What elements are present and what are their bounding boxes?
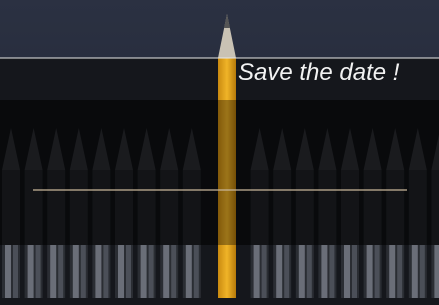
pencil-stripe — [375, 245, 380, 298]
pencil-stripe — [352, 245, 357, 298]
pencil-stripe — [344, 245, 350, 298]
pencil-stripe — [321, 245, 327, 298]
pencil-stripe — [126, 245, 131, 298]
pencil-stripe — [397, 245, 402, 298]
pencil-stripe — [284, 245, 289, 298]
pencil-stripe — [389, 245, 395, 298]
pencil-stripe — [186, 245, 192, 298]
pencil-stripe — [95, 245, 101, 298]
pencil-stripe — [50, 245, 56, 298]
page: {"title": "Save the date !"} Save the da… — [0, 0, 439, 305]
pencil-stripe — [262, 245, 267, 298]
headline: Save the date ! — [238, 59, 400, 86]
save-the-date-banner: Save the date ! — [0, 0, 439, 305]
pencil-stripe — [412, 245, 418, 298]
pencil-stripe — [299, 245, 305, 298]
pencil-stripe — [141, 245, 147, 298]
pencil-stripe — [276, 245, 282, 298]
pencil-stripe — [420, 245, 425, 298]
pencil-stripe — [28, 245, 34, 298]
pencil-stripe — [58, 245, 63, 298]
pencil-stripe — [73, 245, 79, 298]
pencil-stripe — [171, 245, 176, 298]
pencil-stripe — [103, 245, 108, 298]
pencil-stripe — [163, 245, 169, 298]
pencil-stripe — [149, 245, 154, 298]
pencil-stripe — [13, 245, 18, 298]
pencil-stripe — [36, 245, 41, 298]
pencil-stripe — [254, 245, 260, 298]
pencil-shade — [218, 100, 236, 245]
pencil-stripe — [81, 245, 86, 298]
pencil-stripe — [194, 245, 199, 298]
pencil-stripe — [118, 245, 124, 298]
pencil-stripe — [307, 245, 312, 298]
pencil-stripe — [434, 245, 439, 298]
feature-pencil — [218, 14, 236, 298]
pencil-stripe — [5, 245, 11, 298]
pencil-stripe — [367, 245, 373, 298]
pencil-stripe — [329, 245, 334, 298]
